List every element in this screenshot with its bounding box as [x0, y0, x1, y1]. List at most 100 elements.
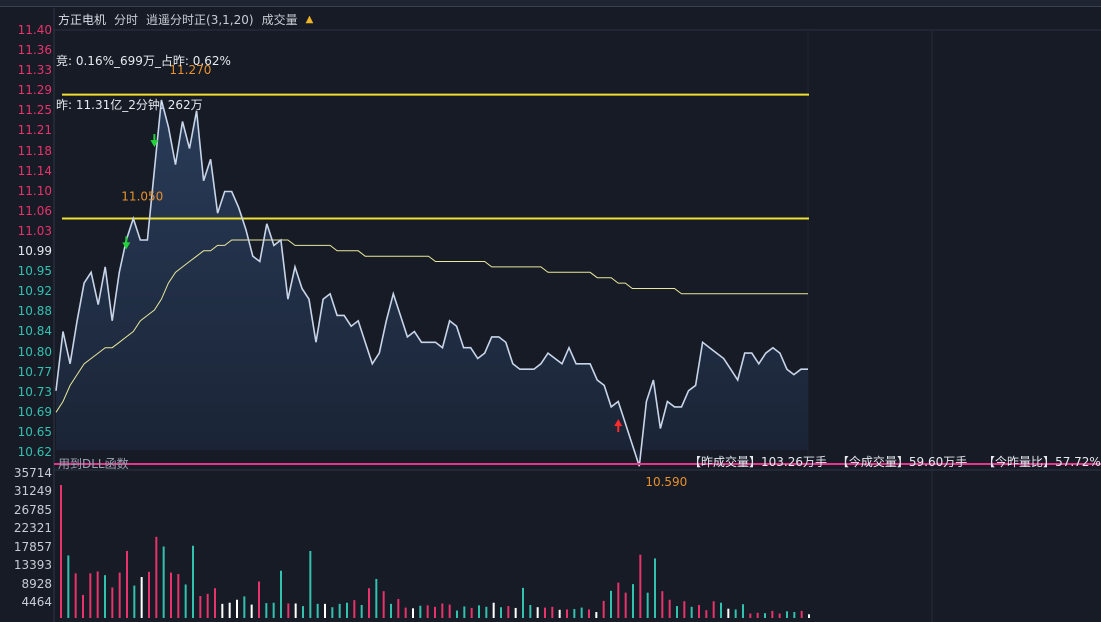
volume-bar [639, 554, 642, 618]
volume-bar [74, 573, 77, 618]
volume-bar [456, 610, 458, 618]
volume-bar [324, 603, 326, 618]
volume-bar [558, 609, 561, 618]
price-tick: 10.65 [17, 424, 52, 439]
volume-bar [690, 606, 693, 618]
volume-bar [375, 578, 378, 618]
volume-bar [668, 599, 671, 618]
volume-bar [764, 613, 766, 618]
volume-bar [778, 613, 781, 618]
price-tick: 11.18 [17, 143, 52, 158]
stock-name[interactable]: 方正电机 [58, 12, 107, 27]
volume-bar [89, 573, 92, 618]
price-tick: 11.06 [17, 203, 52, 218]
volume-bar [214, 588, 216, 618]
volume-bar [500, 607, 502, 618]
volume-bar [632, 584, 634, 618]
volume-bar [368, 588, 370, 618]
price-tick: 11.10 [17, 183, 52, 198]
toolbar-strip [0, 0, 1101, 7]
price-tick: 11.14 [17, 163, 52, 178]
volume-bar [250, 604, 253, 618]
volume-bar [412, 608, 414, 618]
indicator-label[interactable]: 逍遥分时正(3,1,20) [146, 12, 254, 27]
volume-bar [478, 605, 480, 618]
volume-bar [698, 604, 700, 618]
volume-axis: 35714 31249 26785 22321 17857 13393 8928 4464 [0, 0, 54, 622]
volume-bar [397, 599, 400, 618]
volume-bar [793, 612, 796, 618]
volume-bar [742, 604, 744, 618]
price-tick: 10.95 [17, 264, 52, 279]
volume-bar [441, 603, 444, 618]
volume-bar [426, 605, 429, 618]
volume-bar [140, 577, 143, 618]
volume-bar [624, 592, 627, 618]
volume-tick: 8928 [21, 576, 52, 591]
volume-bar [126, 550, 128, 618]
volume-bar [522, 587, 524, 618]
volume-bar [338, 603, 341, 618]
volume-bar [544, 607, 546, 618]
price-tick: 11.21 [17, 123, 52, 138]
today-volume-value: 59.60万手 [908, 455, 968, 469]
volume-label[interactable]: 成交量 [261, 12, 298, 27]
volume-bar [221, 603, 224, 618]
volume-bar [199, 596, 202, 618]
price-tick: 10.80 [17, 344, 52, 359]
volume-bar [104, 575, 106, 618]
volume-bar [507, 606, 510, 618]
volume-bar [463, 606, 466, 618]
volume-bar [676, 606, 678, 618]
volume-bar [786, 611, 788, 618]
price-axis: 11.40 11.36 11.33 11.29 11.25 11.21 11.18 11.14… [0, 0, 54, 470]
volume-tick: 26785 [13, 502, 52, 517]
volume-ratio-value: 57.72% [1055, 455, 1101, 469]
volume-tick: 13393 [13, 558, 52, 573]
volume-bar [610, 590, 612, 618]
volume-bar [170, 572, 172, 618]
volume-bar [287, 603, 290, 618]
volume-bar [404, 607, 407, 618]
volume-bar [434, 606, 436, 618]
volume-bar [485, 606, 488, 618]
volume-bar [749, 613, 752, 618]
price-tick: 10.69 [17, 404, 52, 419]
price-tick: 10.77 [17, 364, 52, 379]
price-tick: 11.33 [17, 63, 52, 78]
volume-bar [661, 591, 664, 618]
volume-bar [118, 572, 121, 618]
volume-bar [243, 596, 246, 618]
mode-label[interactable]: 分时 [114, 12, 139, 27]
prev-volume-label: 【昨成交量】 [689, 455, 762, 469]
price-tick: 11.03 [17, 223, 52, 238]
volume-bar [617, 582, 620, 618]
volume-bar [309, 550, 312, 618]
volume-bar [236, 599, 238, 618]
volume-bar [302, 606, 304, 618]
price-tick: 11.29 [17, 83, 52, 98]
volume-bar [419, 605, 422, 618]
volume-bar [184, 584, 187, 618]
volume-bar [382, 591, 385, 618]
volume-bar [294, 603, 297, 618]
volume-bar [82, 594, 84, 618]
volume-bar [588, 609, 590, 618]
volume-bar [448, 604, 451, 618]
volume-tick: 22321 [13, 521, 52, 536]
volume-bar [529, 604, 532, 618]
price-tick: 10.73 [17, 384, 52, 399]
volume-bar [192, 545, 194, 618]
volume-bar [705, 610, 708, 618]
volume-stats: 【昨成交量】103.26万手 【今成交量】59.60万手 【今昨量比】57.72… [689, 453, 1101, 470]
volume-bar [573, 609, 576, 618]
volume-bar [654, 558, 656, 618]
volume-bar [602, 600, 605, 618]
sort-arrows-icon[interactable]: ▲ [305, 13, 314, 25]
volume-bar [228, 602, 231, 618]
volume-bar [551, 606, 554, 618]
volume-bar [470, 607, 473, 618]
volume-bar [272, 602, 275, 618]
price-tick: 10.62 [17, 445, 52, 459]
volume-bar [353, 600, 356, 618]
